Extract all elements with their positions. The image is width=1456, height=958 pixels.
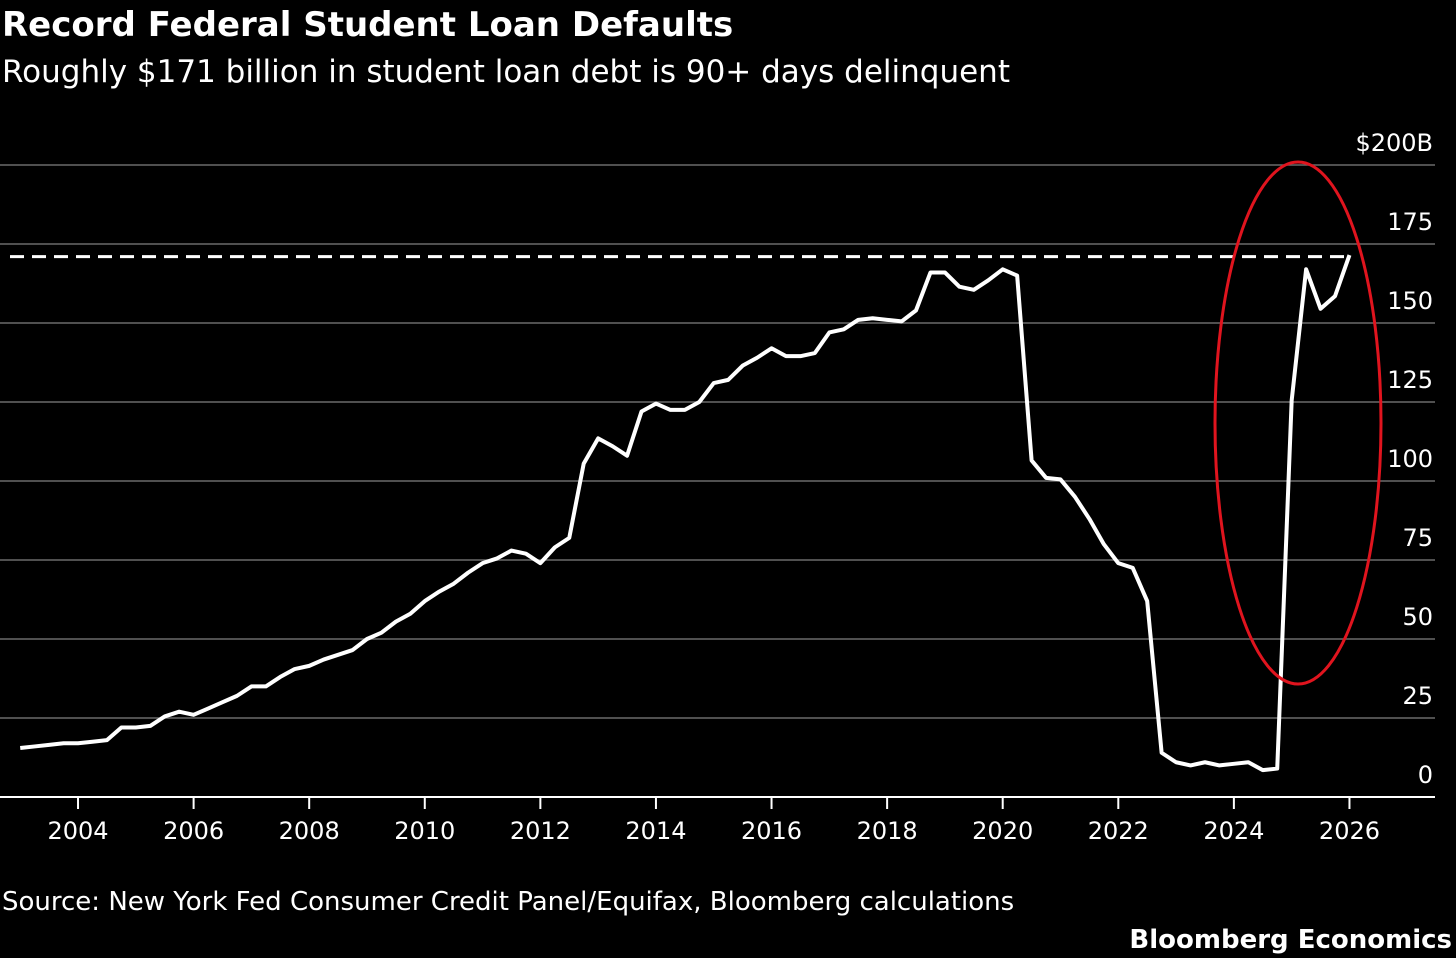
y-tick-label: 175 <box>1387 208 1433 236</box>
x-tick-label: 2022 <box>1088 817 1149 845</box>
x-tick-label: 2012 <box>510 817 571 845</box>
x-tick-label: 2006 <box>163 817 224 845</box>
x-tick-label: 2008 <box>279 817 340 845</box>
y-tick-label: 50 <box>1402 603 1433 631</box>
y-tick-label: 150 <box>1387 287 1433 315</box>
x-tick-label: 2004 <box>47 817 108 845</box>
x-tick-label: 2024 <box>1203 817 1264 845</box>
chart-subtitle: Roughly $171 billion in student loan deb… <box>2 54 1010 90</box>
y-tick-label: 100 <box>1387 445 1433 473</box>
x-tick-label: 2014 <box>625 817 686 845</box>
chart-title: Record Federal Student Loan Defaults <box>2 5 733 45</box>
y-tick-label: $200B <box>1355 129 1433 157</box>
data-line <box>20 254 1352 773</box>
y-tick-label: 125 <box>1387 366 1433 394</box>
x-tick-label: 2016 <box>741 817 802 845</box>
brand: Bloomberg Economics <box>1129 925 1452 955</box>
y-tick-label: 75 <box>1402 524 1433 552</box>
highlight-ellipse <box>1213 160 1383 686</box>
x-tick-label: 2026 <box>1319 817 1380 845</box>
y-tick-label: 0 <box>1418 761 1433 789</box>
source: Source: New York Fed Consumer Credit Pan… <box>2 887 1014 917</box>
x-tick-label: 2010 <box>394 817 455 845</box>
x-tick-label: 2020 <box>972 817 1033 845</box>
x-tick-label: 2018 <box>857 817 918 845</box>
y-tick-label: 25 <box>1402 682 1433 710</box>
